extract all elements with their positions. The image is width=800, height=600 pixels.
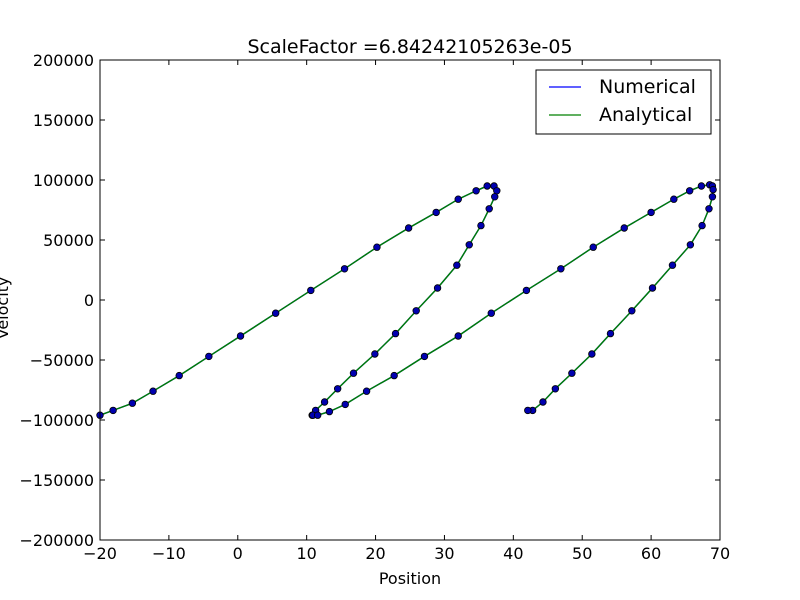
data-point bbox=[313, 411, 322, 419]
data-point bbox=[341, 400, 349, 409]
data-point bbox=[557, 265, 565, 273]
y-tick-label: −200000 bbox=[20, 531, 94, 550]
data-point bbox=[420, 352, 429, 361]
data-point bbox=[709, 185, 717, 194]
legend-label-analytical: Analytical bbox=[599, 104, 692, 126]
data-point bbox=[340, 265, 349, 273]
data-point bbox=[539, 398, 547, 406]
data-point bbox=[483, 182, 491, 190]
data-point bbox=[373, 243, 381, 251]
data-point bbox=[271, 309, 280, 317]
data-point bbox=[128, 399, 137, 407]
x-tick-label: 0 bbox=[233, 544, 243, 563]
data-point bbox=[477, 221, 485, 230]
data-point bbox=[205, 352, 213, 361]
data-point bbox=[708, 193, 717, 201]
data-point bbox=[670, 195, 678, 203]
x-tick-label: −10 bbox=[152, 544, 186, 563]
x-tick-label: 30 bbox=[434, 544, 454, 563]
data-point bbox=[487, 309, 495, 317]
data-point bbox=[412, 307, 420, 315]
data-point bbox=[686, 241, 695, 249]
data-point bbox=[349, 369, 358, 377]
data-point bbox=[685, 187, 694, 195]
data-point bbox=[465, 241, 473, 249]
data-point bbox=[371, 350, 379, 358]
data-point bbox=[432, 208, 440, 217]
data-point bbox=[589, 243, 597, 251]
x-axis-label: Position bbox=[379, 569, 441, 588]
data-point bbox=[325, 407, 334, 416]
data-point bbox=[551, 385, 560, 393]
data-point bbox=[333, 385, 342, 393]
y-tick-label: −50000 bbox=[30, 351, 94, 370]
data-point bbox=[454, 332, 462, 340]
data-point bbox=[149, 387, 157, 395]
data-point bbox=[453, 261, 461, 269]
x-tick-label: 10 bbox=[296, 544, 316, 563]
data-point bbox=[472, 187, 480, 195]
chart-title: ScaleFactor =6.84242105263e-05 bbox=[247, 36, 572, 58]
data-point bbox=[433, 284, 442, 292]
data-point bbox=[697, 182, 706, 190]
data-point bbox=[698, 221, 706, 230]
data-point bbox=[705, 205, 713, 213]
data-point bbox=[588, 350, 596, 358]
data-point bbox=[620, 224, 628, 232]
data-point bbox=[404, 224, 413, 232]
legend: Numerical Analytical bbox=[535, 69, 712, 135]
data-point bbox=[522, 286, 531, 295]
x-tick-label: 20 bbox=[365, 544, 385, 563]
y-tick-label: 200000 bbox=[33, 51, 94, 70]
x-tick-label: −20 bbox=[83, 544, 117, 563]
y-tick-label: −100000 bbox=[20, 411, 94, 430]
data-point bbox=[454, 195, 462, 203]
data-point bbox=[491, 193, 499, 201]
data-point bbox=[391, 329, 400, 338]
y-tick-label: 50000 bbox=[43, 231, 94, 250]
axis-ticks: −20 −10 0 10 20 30 40 50 60 70 −200000 −150000 −1000… bbox=[20, 51, 731, 563]
data-point bbox=[648, 284, 657, 292]
data-point bbox=[175, 371, 183, 380]
data-point bbox=[236, 332, 245, 340]
legend-box bbox=[535, 69, 712, 135]
x-tick-label: 70 bbox=[710, 544, 730, 563]
data-point bbox=[647, 208, 655, 217]
data-point bbox=[628, 307, 636, 315]
data-point bbox=[606, 329, 615, 338]
data-point bbox=[362, 387, 371, 395]
x-tick-label: 50 bbox=[572, 544, 592, 563]
x-tick-label: 60 bbox=[641, 544, 661, 563]
y-axis-label: Velocity bbox=[0, 277, 12, 340]
data-point bbox=[307, 286, 315, 295]
y-tick-label: −150000 bbox=[20, 471, 94, 490]
y-tick-label: 100000 bbox=[33, 171, 94, 190]
plot-area bbox=[96, 181, 717, 419]
legend-label-numerical: Numerical bbox=[599, 76, 696, 98]
x-tick-label: 40 bbox=[503, 544, 523, 563]
data-point bbox=[320, 398, 329, 406]
data-point bbox=[109, 406, 117, 415]
data-point bbox=[390, 371, 398, 380]
y-tick-label: 0 bbox=[84, 291, 94, 310]
data-point bbox=[568, 369, 576, 377]
data-point bbox=[524, 406, 532, 415]
data-point bbox=[668, 261, 677, 269]
y-tick-label: 150000 bbox=[33, 111, 94, 130]
data-point bbox=[485, 205, 493, 213]
